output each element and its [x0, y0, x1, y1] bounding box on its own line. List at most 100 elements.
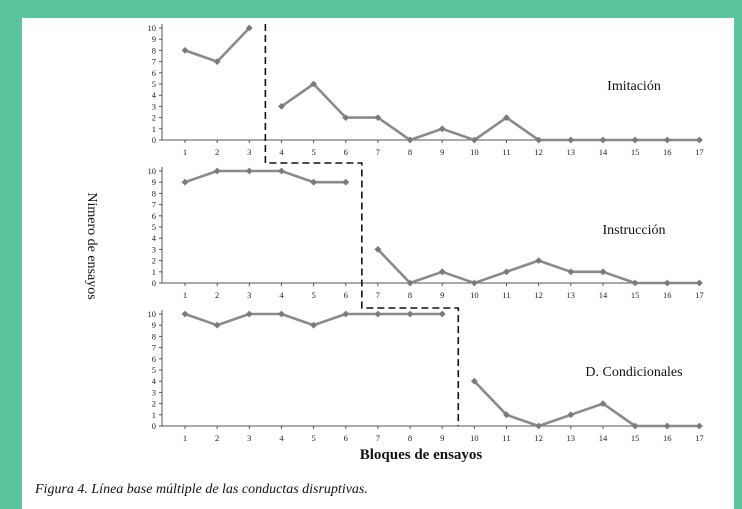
y-tick-label: 2 — [152, 256, 156, 266]
x-tick-label: 13 — [567, 433, 576, 443]
x-tick-label: 4 — [279, 147, 284, 157]
data-point — [406, 136, 414, 144]
y-tick-label: 4 — [152, 90, 157, 100]
x-tick-label: 6 — [344, 290, 348, 300]
y-tick-label: 8 — [152, 188, 156, 198]
y-tick-label: 4 — [152, 376, 157, 386]
y-tick-label: 7 — [152, 343, 156, 353]
panel-label: Imitación — [607, 79, 661, 94]
y-tick-label: 9 — [152, 34, 156, 44]
data-point — [696, 422, 703, 430]
y-tick-label: 1 — [152, 410, 156, 420]
y-tick-label: 6 — [152, 211, 156, 221]
data-point — [631, 136, 639, 144]
data-point — [470, 279, 478, 287]
x-tick-label: 6 — [344, 147, 348, 157]
panel-label: Instrucción — [603, 223, 666, 238]
x-tick-label: 3 — [247, 290, 251, 300]
series-line-intervention — [376, 248, 700, 285]
data-point — [342, 178, 350, 186]
x-tick-label: 9 — [440, 147, 444, 157]
x-tick-label: 14 — [599, 147, 608, 157]
x-tick-label: 2 — [215, 147, 219, 157]
data-point — [503, 114, 510, 121]
data-point — [503, 411, 510, 419]
data-point — [503, 268, 510, 276]
x-tick-label: 14 — [599, 290, 608, 300]
data-point — [535, 422, 543, 430]
y-tick-label: 6 — [152, 68, 156, 78]
y-tick-label: 5 — [152, 222, 156, 232]
y-tick-label: 3 — [152, 387, 156, 397]
y-tick-label: 3 — [152, 101, 156, 111]
data-point — [213, 167, 221, 175]
x-tick-label: 10 — [470, 147, 479, 157]
data-point — [181, 47, 189, 54]
data-point — [438, 125, 446, 133]
series-line-baseline — [184, 169, 346, 184]
x-tick-label: 7 — [376, 147, 380, 157]
phase-change-line — [264, 24, 460, 426]
x-tick-label: 15 — [631, 290, 640, 300]
y-tick-label: 6 — [152, 354, 156, 364]
y-axis-title: Nimero de ensayos — [84, 192, 99, 299]
x-tick-label: 10 — [470, 433, 479, 443]
data-point — [696, 136, 703, 144]
data-point — [374, 310, 382, 318]
y-tick-label: 5 — [152, 365, 156, 375]
x-tick-label: 16 — [663, 147, 672, 157]
x-tick-label: 11 — [502, 433, 510, 443]
x-tick-label: 16 — [663, 433, 672, 443]
data-point — [696, 279, 703, 287]
x-tick-label: 9 — [440, 433, 444, 443]
data-point — [438, 310, 446, 318]
x-tick-label: 17 — [695, 290, 704, 300]
panel-label: D. Condicionales — [585, 365, 682, 380]
data-point — [310, 321, 317, 329]
x-tick-label: 15 — [631, 147, 640, 157]
x-axis-title: Bloques de ensayos — [360, 447, 483, 463]
x-tick-label: 6 — [344, 433, 348, 443]
data-point — [181, 178, 189, 186]
data-point — [631, 422, 639, 430]
x-tick-label: 9 — [440, 290, 444, 300]
data-point — [599, 400, 607, 407]
x-tick-label: 5 — [311, 147, 315, 157]
data-point — [406, 279, 414, 287]
series-line-intervention — [280, 82, 700, 142]
x-tick-label: 12 — [534, 433, 543, 443]
figure-card: 0 1 2 3 4 5 6 7 8 9 10 1 2 3 4 5 6 7 8 9 10 11 12 13 14 15 16 17 Imi… — [22, 18, 734, 509]
y-tick-label: 1 — [152, 267, 156, 277]
x-tick-label: 13 — [567, 290, 576, 300]
x-tick-label: 11 — [502, 290, 510, 300]
x-tick-label: 5 — [311, 290, 315, 300]
y-tick-label: 10 — [148, 166, 157, 176]
y-tick-label: 9 — [152, 320, 156, 330]
x-tick-label: 5 — [311, 433, 315, 443]
data-point — [470, 377, 478, 385]
data-point — [213, 321, 221, 329]
y-tick-label: 4 — [152, 233, 157, 243]
x-tick-label: 4 — [279, 290, 284, 300]
data-point — [663, 136, 671, 144]
data-point — [245, 310, 253, 318]
data-point — [631, 279, 639, 287]
data-point — [663, 422, 671, 430]
x-tick-label: 2 — [215, 290, 219, 300]
x-tick-label: 3 — [247, 433, 251, 443]
data-point — [535, 136, 543, 144]
x-tick-label: 17 — [695, 433, 704, 443]
x-tick-label: 4 — [279, 433, 284, 443]
x-tick-label: 14 — [599, 433, 608, 443]
series-line-intervention — [473, 380, 700, 428]
y-tick-label: 8 — [152, 45, 156, 55]
data-point — [374, 246, 382, 253]
x-tick-label: 12 — [534, 147, 543, 157]
data-point — [310, 80, 317, 88]
data-point — [535, 257, 543, 264]
y-tick-label: 0 — [152, 421, 156, 431]
data-point — [278, 310, 285, 318]
